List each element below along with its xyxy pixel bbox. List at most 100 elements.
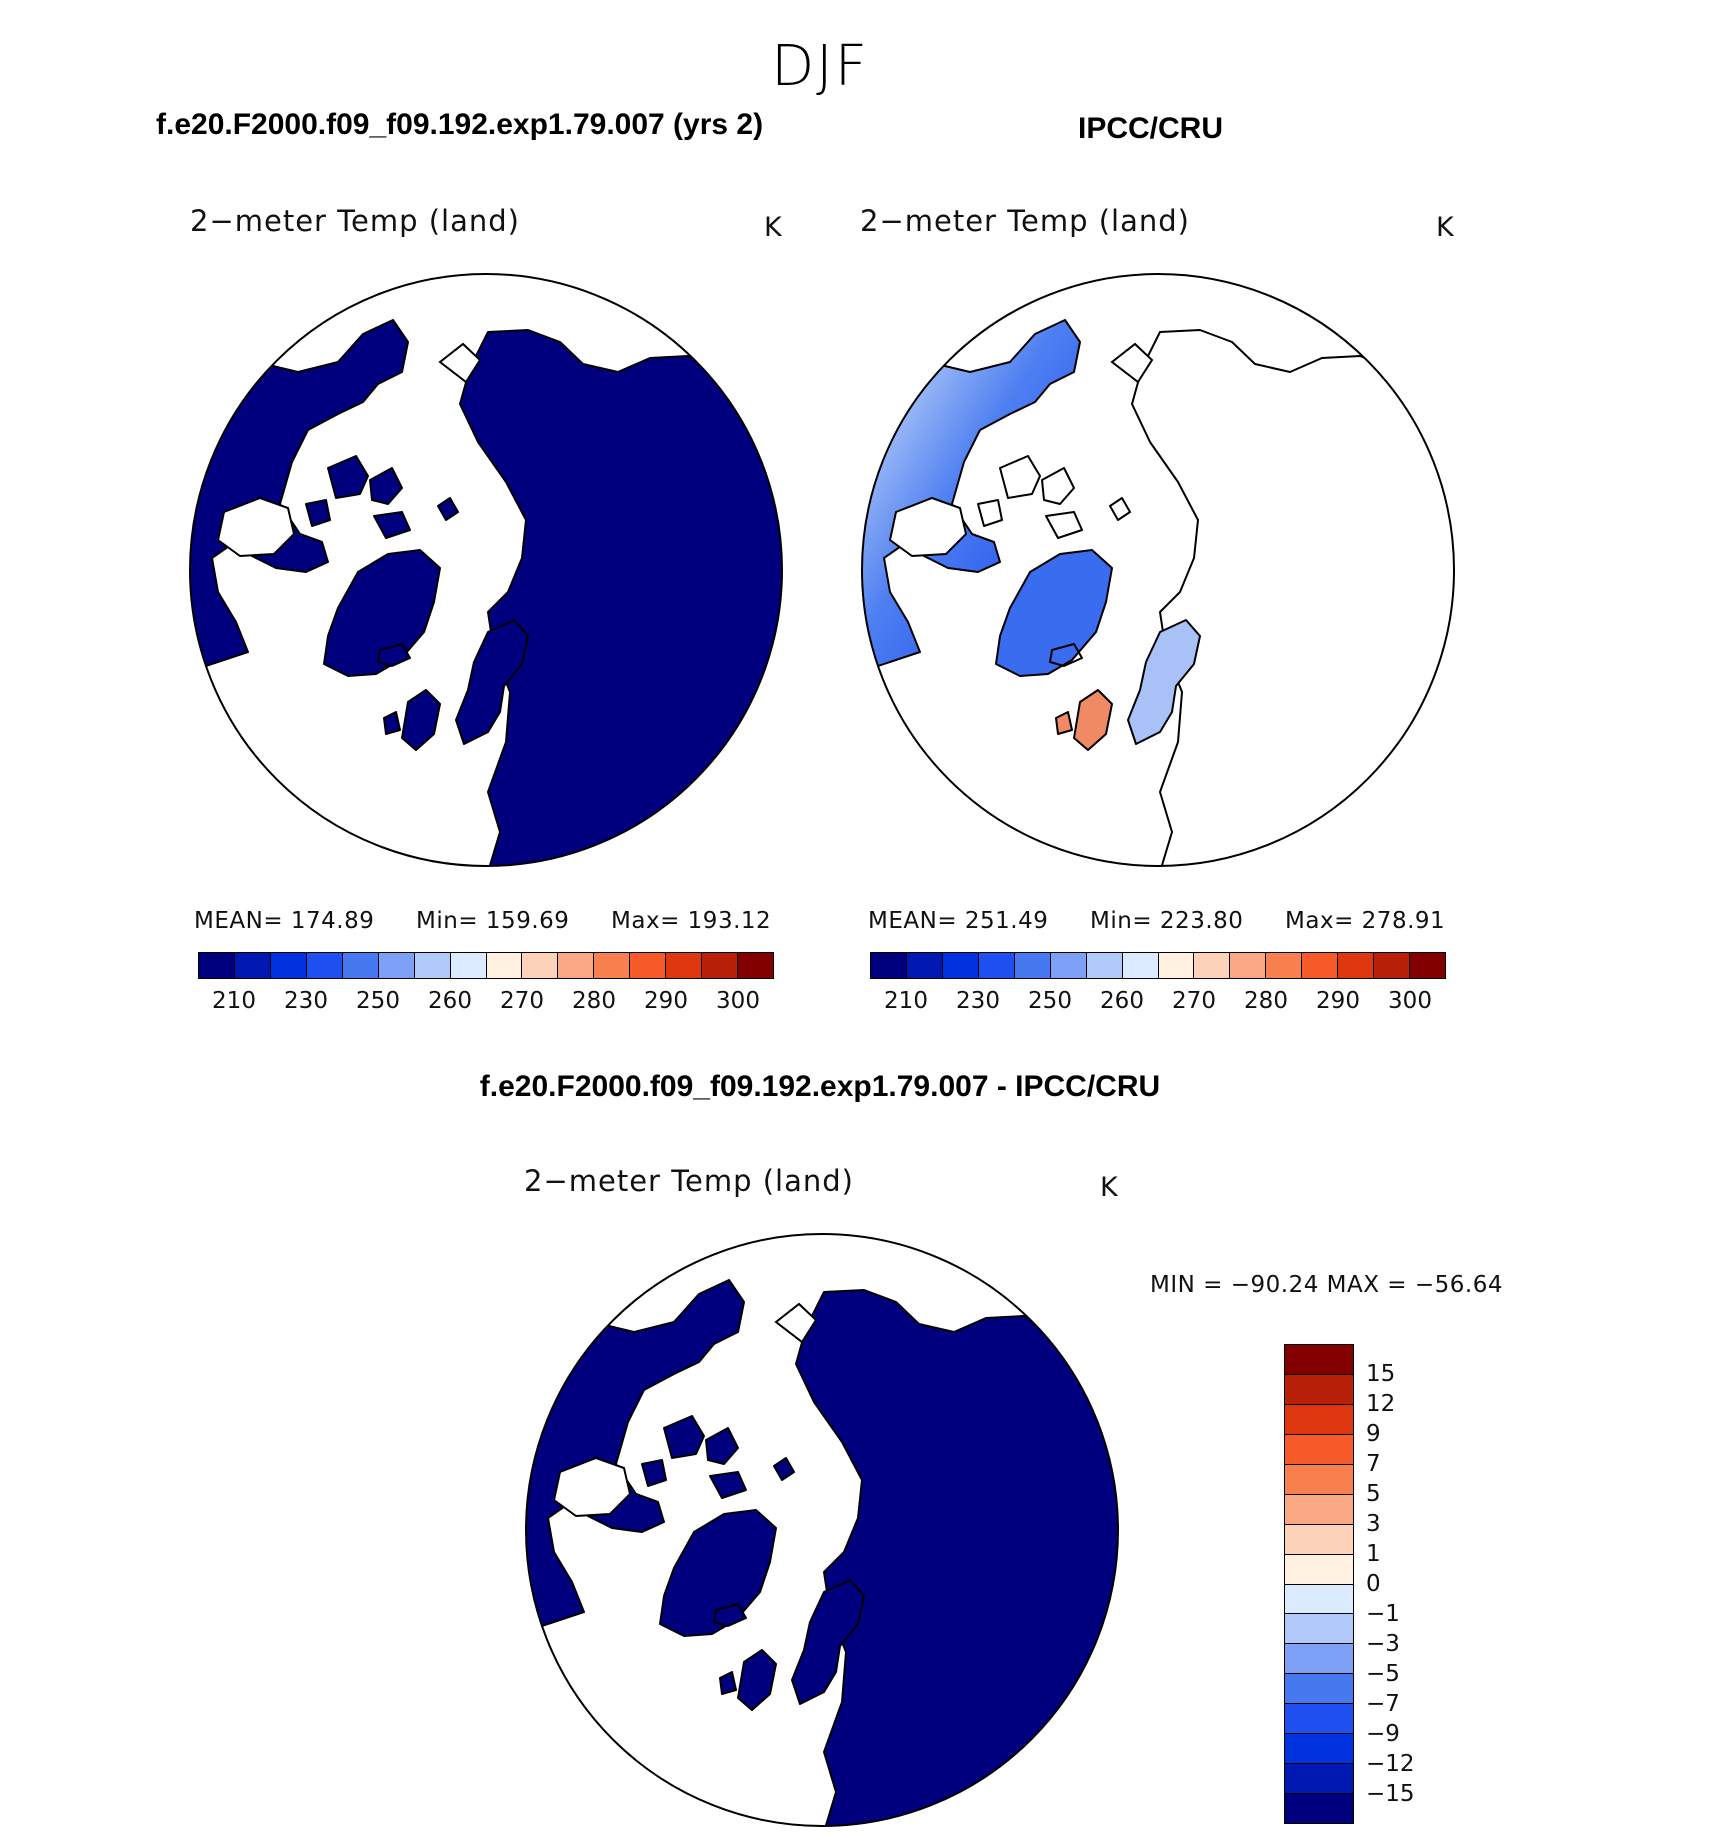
- arctic-archipelago-islands: [641, 1415, 747, 1499]
- colorbar-tick-label: 1: [1366, 1541, 1381, 1567]
- obs-min-value: 223.80: [1159, 908, 1244, 934]
- colorbar-tick-label: 260: [428, 988, 472, 1014]
- diff-case-title: f.e20.F2000.f09_f09.192.exp1.79.007 - IP…: [479, 1070, 1161, 1103]
- hudson-bay: [888, 496, 968, 558]
- colorbar-tick-label: 12: [1366, 1391, 1396, 1417]
- colorbar-swatch: [486, 953, 523, 978]
- colorbar-swatch: [594, 953, 631, 978]
- colorbar-swatch: [1285, 1704, 1353, 1735]
- colorbar-swatch: [450, 953, 487, 978]
- colorbar-swatch: [1122, 953, 1159, 978]
- colorbar-tick-label: 230: [956, 988, 1000, 1014]
- model-min-label: Min=: [416, 908, 479, 934]
- colorbar-tick-label: 270: [500, 988, 544, 1014]
- colorbar-swatch: [199, 953, 235, 978]
- colorbar-swatch: [378, 953, 415, 978]
- colorbar-tick-label: 15: [1366, 1361, 1396, 1387]
- colorbar-swatch: [1302, 953, 1339, 978]
- map-boundary-circle: [189, 273, 783, 867]
- obs-max-value: 278.91: [1361, 908, 1446, 934]
- arctic-archipelago-islands: [977, 455, 1083, 539]
- colorbar-swatch: [1285, 1464, 1353, 1495]
- obs-mean-label: MEAN=: [868, 908, 958, 934]
- model-mean-value: 174.89: [290, 908, 375, 934]
- land-layer: [862, 319, 1454, 866]
- eurasia-landmass: [795, 1289, 1118, 1826]
- colorbar-swatch: [1285, 1674, 1353, 1705]
- scandinavia-landmass: [1127, 619, 1201, 745]
- model-units-label: K: [764, 212, 782, 243]
- colorbar-tick-label: 250: [1028, 988, 1072, 1014]
- colorbar-tick-label: −1: [1366, 1601, 1400, 1627]
- colorbar-tick-label: 3: [1366, 1511, 1381, 1537]
- colorbar-swatch: [871, 953, 907, 978]
- colorbar-swatch: [414, 953, 451, 978]
- colorbar-tick-label: −15: [1366, 1781, 1415, 1807]
- colorbar-swatch: [1285, 1374, 1353, 1405]
- model-colorbar-ticks: 210 230 250 260 270 280 290 300: [198, 988, 774, 1018]
- model-variable-title: 2−meter Temp (land): [190, 204, 520, 238]
- scandinavia-landmass: [455, 619, 529, 745]
- obs-variable-title: 2−meter Temp (land): [860, 204, 1190, 238]
- north-america-landmass: [862, 319, 1081, 673]
- colorbar-swatch: [666, 953, 703, 978]
- british-isles-landmass: [719, 1649, 777, 1711]
- iceland-svalbard-islands: [377, 497, 459, 667]
- colorbar-tick-label: −7: [1366, 1691, 1400, 1717]
- colorbar-tick-label: −12: [1366, 1751, 1415, 1777]
- land-layer: [190, 319, 782, 866]
- colorbar-tick-label: 210: [884, 988, 928, 1014]
- colorbar-tick-label: 250: [356, 988, 400, 1014]
- obs-stats: MEAN= 251.49 Min= 223.80 Max= 278.91: [868, 908, 1445, 934]
- north-america-landmass: [526, 1279, 745, 1633]
- diff-minmax: MIN = −90.24 MAX = −56.64: [1150, 1272, 1503, 1298]
- colorbar-swatch: [1285, 1434, 1353, 1465]
- colorbar-swatch: [738, 953, 773, 978]
- model-stats: MEAN= 174.89 Min= 159.69 Max= 193.12: [194, 908, 771, 934]
- colorbar-tick-label: 0: [1366, 1571, 1381, 1597]
- colorbar-tick-label: −5: [1366, 1661, 1400, 1687]
- diff-units-label: K: [1100, 1172, 1118, 1203]
- hudson-bay: [216, 496, 296, 558]
- colorbar-tick-label: 270: [1172, 988, 1216, 1014]
- colorbar-swatch: [306, 953, 343, 978]
- map-boundary-circle: [861, 273, 1455, 867]
- colorbar-swatch: [1285, 1764, 1353, 1795]
- iceland-svalbard-islands: [713, 1457, 795, 1627]
- map-boundary-circle: [525, 1233, 1119, 1827]
- colorbar-tick-label: 260: [1100, 988, 1144, 1014]
- colorbar-swatch: [522, 953, 559, 978]
- colorbar-tick-label: 7: [1366, 1451, 1381, 1477]
- colorbar-swatch: [270, 953, 307, 978]
- colorbar-swatch: [978, 953, 1015, 978]
- colorbar-swatch: [558, 953, 595, 978]
- obs-colorbar-ticks: 210 230 250 260 270 280 290 300: [870, 988, 1446, 1018]
- hudson-bay: [552, 1456, 632, 1518]
- obs-colorbar: [870, 952, 1446, 979]
- colorbar-tick-label: 5: [1366, 1481, 1381, 1507]
- colorbar-swatch: [1158, 953, 1195, 978]
- diff-colorbar-ticks: 15 12 9 7 5 3 1 0 −1 −3 −5 −7 −9 −12 −15: [1366, 1344, 1446, 1824]
- colorbar-swatch: [906, 953, 943, 978]
- british-isles-landmass: [383, 689, 441, 751]
- diff-polar-map: [525, 1233, 1119, 1827]
- eurasia-landmass: [1131, 329, 1454, 866]
- model-max-value: 193.12: [687, 908, 772, 934]
- colorbar-swatch: [1285, 1584, 1353, 1615]
- model-mean-label: MEAN=: [194, 908, 284, 934]
- colorbar-swatch: [1338, 953, 1375, 978]
- colorbar-swatch: [1285, 1794, 1353, 1823]
- obs-max-label: Max=: [1285, 908, 1354, 934]
- north-america-landmass: [190, 319, 409, 673]
- obs-case-title: IPCC/CRU: [1078, 112, 1224, 145]
- model-max-label: Max=: [611, 908, 680, 934]
- iceland-svalbard-islands: [1049, 497, 1131, 667]
- colorbar-tick-label: 290: [644, 988, 688, 1014]
- colorbar-swatch: [234, 953, 271, 978]
- obs-units-label: K: [1436, 212, 1454, 243]
- obs-mean-value: 251.49: [964, 908, 1049, 934]
- diff-variable-title: 2−meter Temp (land): [524, 1164, 854, 1198]
- colorbar-tick-label: 9: [1366, 1421, 1381, 1447]
- colorbar-swatch: [1285, 1554, 1353, 1585]
- colorbar-tick-label: 210: [212, 988, 256, 1014]
